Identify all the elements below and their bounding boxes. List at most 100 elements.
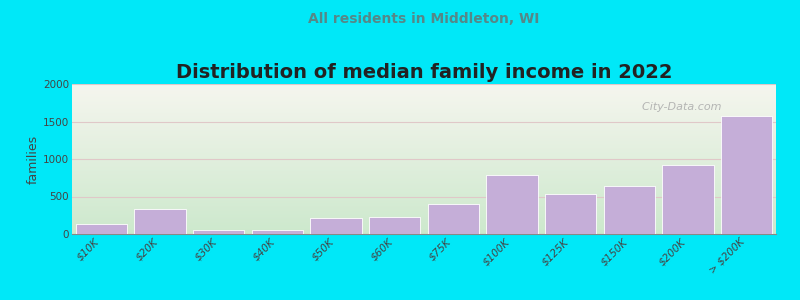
Bar bbox=[72, 219, 776, 220]
Bar bbox=[72, 228, 776, 229]
Bar bbox=[72, 229, 776, 230]
Bar bbox=[72, 218, 776, 219]
Bar bbox=[72, 192, 776, 193]
Bar bbox=[72, 119, 776, 120]
Bar bbox=[72, 117, 776, 118]
Bar bbox=[72, 184, 776, 185]
Bar bbox=[72, 221, 776, 222]
Bar bbox=[72, 172, 776, 173]
Bar bbox=[72, 107, 776, 108]
Bar bbox=[72, 171, 776, 172]
Bar bbox=[72, 215, 776, 216]
Bar bbox=[72, 137, 776, 138]
Bar bbox=[72, 154, 776, 155]
Bar bbox=[72, 139, 776, 140]
Bar bbox=[72, 99, 776, 100]
Bar bbox=[72, 206, 776, 207]
Bar bbox=[72, 144, 776, 145]
Bar bbox=[72, 168, 776, 169]
Bar bbox=[72, 125, 776, 126]
Bar bbox=[72, 160, 776, 161]
Bar bbox=[72, 233, 776, 234]
Bar bbox=[72, 90, 776, 91]
Bar bbox=[72, 92, 776, 93]
Bar bbox=[72, 106, 776, 107]
Bar bbox=[72, 153, 776, 154]
Bar bbox=[134, 209, 186, 234]
Bar bbox=[72, 112, 776, 113]
Bar bbox=[72, 86, 776, 87]
Bar bbox=[721, 116, 773, 234]
Bar bbox=[72, 181, 776, 182]
Bar bbox=[72, 132, 776, 133]
Bar bbox=[72, 207, 776, 208]
Bar bbox=[72, 208, 776, 209]
Bar bbox=[72, 170, 776, 171]
Bar bbox=[72, 122, 776, 123]
Text: All residents in Middleton, WI: All residents in Middleton, WI bbox=[308, 12, 540, 26]
Bar bbox=[72, 216, 776, 217]
Bar bbox=[72, 149, 776, 150]
Bar bbox=[72, 183, 776, 184]
Bar bbox=[72, 197, 776, 198]
Bar bbox=[72, 188, 776, 189]
Bar bbox=[72, 126, 776, 127]
Bar bbox=[72, 185, 776, 186]
Bar bbox=[72, 121, 776, 122]
Bar bbox=[72, 98, 776, 99]
Bar bbox=[72, 163, 776, 164]
Bar bbox=[72, 227, 776, 228]
Bar bbox=[72, 118, 776, 119]
Bar bbox=[72, 182, 776, 183]
Bar bbox=[72, 101, 776, 102]
Bar bbox=[72, 169, 776, 170]
Bar bbox=[72, 135, 776, 136]
Bar bbox=[72, 193, 776, 194]
Bar bbox=[72, 100, 776, 101]
Bar bbox=[72, 194, 776, 195]
Bar bbox=[72, 95, 776, 96]
Bar bbox=[72, 179, 776, 180]
Bar bbox=[72, 214, 776, 215]
Title: Distribution of median family income in 2022: Distribution of median family income in … bbox=[176, 63, 672, 82]
Bar bbox=[662, 165, 714, 234]
Bar bbox=[72, 161, 776, 162]
Bar bbox=[545, 194, 597, 234]
Bar bbox=[72, 224, 776, 225]
Y-axis label: families: families bbox=[27, 134, 40, 184]
Bar bbox=[72, 203, 776, 204]
Bar bbox=[72, 142, 776, 143]
Bar bbox=[72, 151, 776, 152]
Bar bbox=[72, 189, 776, 190]
Bar bbox=[72, 131, 776, 132]
Bar bbox=[72, 176, 776, 177]
Bar bbox=[72, 209, 776, 210]
Bar bbox=[72, 94, 776, 95]
Bar bbox=[72, 173, 776, 174]
Bar bbox=[72, 186, 776, 187]
Bar bbox=[72, 174, 776, 175]
Bar bbox=[72, 198, 776, 199]
Text: City-Data.com: City-Data.com bbox=[635, 102, 722, 112]
Bar bbox=[72, 232, 776, 233]
Bar bbox=[72, 177, 776, 178]
Bar bbox=[72, 231, 776, 232]
Bar bbox=[72, 89, 776, 90]
Bar bbox=[72, 84, 776, 85]
Bar bbox=[72, 88, 776, 89]
Bar bbox=[72, 191, 776, 192]
Bar bbox=[72, 147, 776, 148]
Bar bbox=[486, 175, 538, 234]
Bar bbox=[72, 210, 776, 211]
Bar bbox=[603, 186, 655, 234]
Bar bbox=[72, 155, 776, 156]
Bar bbox=[72, 129, 776, 130]
Bar bbox=[72, 164, 776, 165]
Bar bbox=[72, 150, 776, 151]
Bar bbox=[72, 159, 776, 160]
Bar bbox=[72, 223, 776, 224]
Bar bbox=[72, 195, 776, 196]
Bar bbox=[72, 200, 776, 201]
Bar bbox=[72, 85, 776, 86]
Bar bbox=[72, 167, 776, 168]
